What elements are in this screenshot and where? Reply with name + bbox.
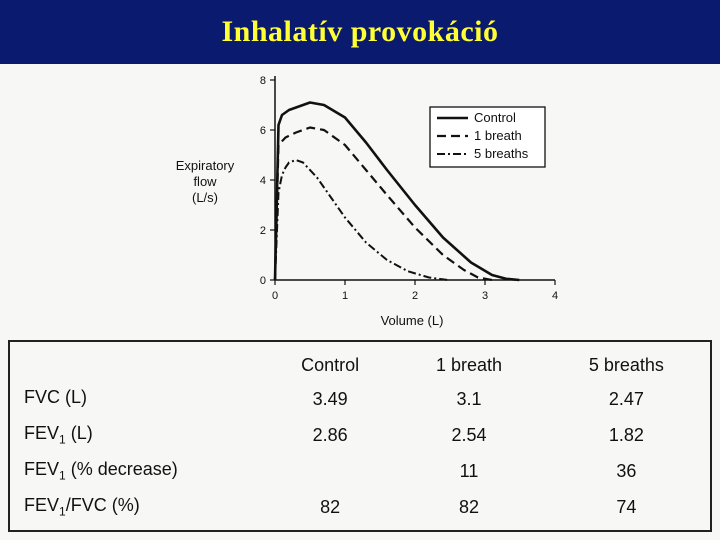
column-header: Control bbox=[301, 354, 360, 375]
table-row: FEV1/FVC (%) 82 82 74 bbox=[10, 489, 710, 525]
page-title: Inhalatív provokáció bbox=[221, 15, 499, 48]
results-table-box: Control 1 breath 5 breaths FVC (L) 3.49 … bbox=[8, 340, 712, 532]
table-cell bbox=[265, 453, 395, 489]
row-label: FEV1 (L) bbox=[24, 423, 93, 447]
table-cell: 3.49 bbox=[312, 388, 348, 409]
x-tick-label: 3 bbox=[482, 290, 488, 302]
table-cell: 2.86 bbox=[312, 424, 348, 445]
x-tick-label: 1 bbox=[342, 290, 348, 302]
x-tick-label: 4 bbox=[552, 290, 558, 302]
results-table: Control 1 breath 5 breaths FVC (L) 3.49 … bbox=[10, 342, 710, 525]
legend-label: Control bbox=[474, 110, 516, 125]
table-cell: 1.82 bbox=[608, 424, 644, 445]
y-tick-label: 0 bbox=[260, 275, 266, 287]
table-cell: 11 bbox=[459, 460, 479, 481]
x-tick-label: 2 bbox=[412, 290, 418, 302]
flow-volume-chart: 0 1 2 3 4 0 2 4 6 8 Volume (L) Control 1 breath 5 bre… bbox=[260, 75, 558, 328]
row-label: FEV1 (% decrease) bbox=[24, 459, 178, 483]
table-cell: 3.1 bbox=[456, 388, 482, 409]
row-label: FVC (L) bbox=[24, 387, 87, 408]
column-header: 1 breath bbox=[435, 354, 503, 375]
y-tick-label: 8 bbox=[260, 75, 266, 87]
table-cell: 2.47 bbox=[608, 388, 644, 409]
y-tick-label: 4 bbox=[260, 175, 266, 187]
y-tick-label: 6 bbox=[260, 125, 266, 137]
table-header-row: Control 1 breath 5 breaths bbox=[10, 342, 710, 381]
table-row: FVC (L) 3.49 3.1 2.47 bbox=[10, 381, 710, 417]
series-line-dashdot bbox=[274, 159, 449, 281]
table-row: FEV1 (% decrease) 11 36 bbox=[10, 453, 710, 489]
table-cell: 36 bbox=[616, 460, 637, 481]
series-line-dashed bbox=[273, 126, 493, 282]
row-label: FEV1/FVC (%) bbox=[24, 495, 140, 519]
title-bar: Inhalatív provokáció bbox=[0, 0, 720, 64]
table-cell: 82 bbox=[459, 496, 480, 517]
y-axis-label: Expiratory flow (L/s) bbox=[162, 158, 248, 206]
legend-label: 1 breath bbox=[474, 128, 522, 143]
table-cell: 74 bbox=[616, 496, 637, 517]
y-axis-label-line: Expiratory bbox=[175, 158, 235, 173]
column-header: 5 breaths bbox=[588, 354, 664, 375]
legend-label: 5 breaths bbox=[474, 146, 529, 161]
table-cell: 2.54 bbox=[451, 424, 487, 445]
y-tick-label: 2 bbox=[260, 225, 266, 237]
header-blank bbox=[10, 342, 265, 381]
series-line-solid bbox=[273, 101, 520, 282]
x-axis-label: Volume (L) bbox=[381, 313, 444, 328]
legend-box bbox=[429, 106, 546, 168]
x-tick-label: 0 bbox=[272, 290, 278, 302]
table-row: FEV1 (L) 2.86 2.54 1.82 bbox=[10, 417, 710, 453]
table-cell: 82 bbox=[320, 496, 341, 517]
y-axis-label-line: flow bbox=[193, 174, 217, 189]
y-axis-label-line: (L/s) bbox=[192, 190, 218, 205]
